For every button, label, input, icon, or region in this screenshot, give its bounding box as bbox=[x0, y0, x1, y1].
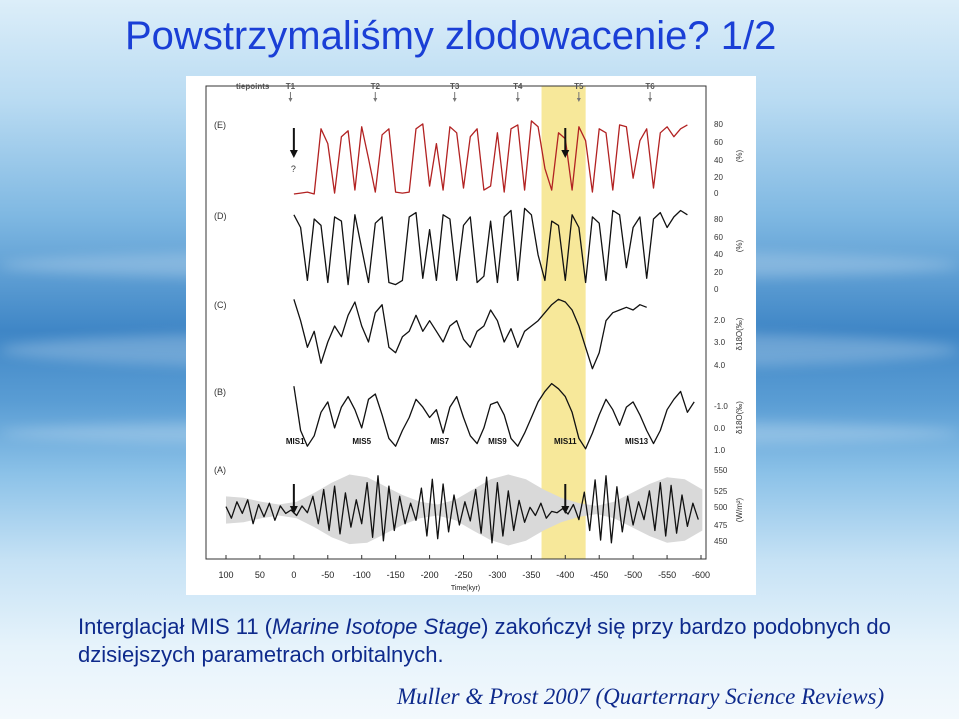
y-tick-label: 0.0 bbox=[714, 424, 726, 433]
tiepoint-label: T4 bbox=[513, 82, 523, 91]
series-a-line bbox=[225, 475, 699, 544]
y-tick-label: 0 bbox=[714, 189, 719, 198]
mis-label: MIS7 bbox=[430, 437, 449, 446]
y-tick-label: 450 bbox=[714, 537, 728, 546]
mis-label: MIS11 bbox=[554, 437, 577, 446]
series-d-line bbox=[293, 207, 688, 286]
tiepoint-marker-head bbox=[515, 98, 520, 102]
y-axis-label: δ18O(‰) bbox=[735, 401, 744, 434]
y-tick-label: -1.0 bbox=[714, 402, 728, 411]
chart-svg: (E) 80 60 40 20 0 (%)? (D) 80 60 40 20 0 (%) (C) 2.0 3.0… bbox=[205, 82, 744, 592]
y-tick-label: 60 bbox=[714, 138, 723, 147]
x-tick-label: -450 bbox=[590, 570, 608, 580]
tiepoint-marker-head bbox=[373, 98, 378, 102]
panel-label-d: (D) bbox=[214, 211, 227, 221]
tiepoint-label: T5 bbox=[574, 82, 584, 91]
plot-frame bbox=[205, 85, 707, 560]
x-tick-label: -400 bbox=[556, 570, 574, 580]
x-tick-label: -350 bbox=[522, 570, 540, 580]
y-tick-label: 500 bbox=[714, 503, 728, 512]
tiepoints-label: tiepoints bbox=[236, 82, 270, 91]
y-tick-label: 475 bbox=[714, 521, 728, 530]
arrow-head bbox=[289, 506, 298, 514]
caption-italic: Marine Isotope Stage bbox=[272, 614, 482, 639]
y-tick-label: 80 bbox=[714, 215, 723, 224]
chart-figure: (E) 80 60 40 20 0 (%)? (D) 80 60 40 20 0 (%) (C) 2.0 3.0… bbox=[186, 76, 756, 595]
x-tick-label: -100 bbox=[353, 570, 371, 580]
arrow-head bbox=[289, 150, 298, 158]
x-tick-label: -250 bbox=[454, 570, 472, 580]
panel-label-c: (C) bbox=[214, 300, 227, 310]
y-axis-label: (%) bbox=[735, 149, 744, 162]
x-axis-label: Time(kyr) bbox=[451, 585, 480, 592]
y-tick-label: 525 bbox=[714, 487, 728, 496]
y-tick-label: 4.0 bbox=[714, 361, 726, 370]
series-e-line bbox=[293, 120, 688, 195]
x-tick-label: -300 bbox=[488, 570, 506, 580]
y-tick-label: 60 bbox=[714, 233, 723, 242]
y-tick-label: 80 bbox=[714, 120, 723, 129]
caption-part1: Interglacjał MIS 11 ( bbox=[78, 614, 273, 639]
arrow-head bbox=[561, 506, 570, 514]
x-tick-label: 50 bbox=[255, 570, 265, 580]
panel-label-a: (A) bbox=[214, 465, 226, 475]
mis-label: MIS1 bbox=[286, 437, 305, 446]
y-axis-label: (W/m²) bbox=[735, 497, 744, 522]
tiepoint-marker-head bbox=[576, 98, 581, 102]
y-tick-label: 40 bbox=[714, 156, 723, 165]
mis-label: MIS13 bbox=[625, 437, 649, 446]
series-c-line bbox=[293, 298, 647, 370]
insolation-envelope bbox=[226, 474, 703, 546]
y-axis-label: (%) bbox=[735, 239, 744, 252]
y-tick-label: 20 bbox=[714, 173, 723, 182]
question-mark: ? bbox=[291, 164, 296, 174]
x-tick-label: -200 bbox=[421, 570, 439, 580]
tiepoint-marker-head bbox=[648, 98, 653, 102]
mis-label: MIS5 bbox=[352, 437, 371, 446]
y-tick-label: 20 bbox=[714, 268, 723, 277]
y-tick-label: 0 bbox=[714, 285, 719, 294]
y-tick-label: 550 bbox=[714, 466, 728, 475]
panel-label-e: (E) bbox=[214, 120, 226, 130]
tiepoint-label: T2 bbox=[371, 82, 381, 91]
citation: Muller & Prost 2007 (Quarternary Science… bbox=[397, 684, 885, 709]
slide-caption: Interglacjał MIS 11 (Marine Isotope Stag… bbox=[78, 613, 938, 669]
x-tick-label: -150 bbox=[387, 570, 405, 580]
slide-title: Powstrzymaliśmy zlodowacenie? 1/2 bbox=[125, 14, 777, 58]
series-b-line bbox=[293, 382, 695, 450]
x-tick-label: 0 bbox=[291, 570, 296, 580]
tiepoint-marker-head bbox=[288, 98, 293, 102]
x-tick-label: -600 bbox=[692, 570, 710, 580]
mis11-highlight bbox=[541, 86, 586, 559]
tiepoint-marker-head bbox=[452, 98, 457, 102]
tiepoint-label: T1 bbox=[286, 82, 296, 91]
mis-label: MIS9 bbox=[488, 437, 507, 446]
x-tick-label: -500 bbox=[624, 570, 642, 580]
y-tick-label: 40 bbox=[714, 250, 723, 259]
x-tick-label: 100 bbox=[218, 570, 233, 580]
arrow-head bbox=[561, 150, 570, 158]
y-tick-label: 1.0 bbox=[714, 446, 726, 455]
x-tick-label: -50 bbox=[321, 570, 334, 580]
x-tick-label: -550 bbox=[658, 570, 676, 580]
y-axis-label: δ18O(‰) bbox=[735, 317, 744, 350]
caption-part2: ) zakończył się przy bardzo podobnych do… bbox=[78, 614, 891, 667]
tiepoint-label: T6 bbox=[645, 82, 655, 91]
panel-label-b: (B) bbox=[214, 387, 226, 397]
tiepoint-label: T3 bbox=[450, 82, 460, 91]
y-tick-label: 3.0 bbox=[714, 338, 726, 347]
y-tick-label: 2.0 bbox=[714, 316, 726, 325]
